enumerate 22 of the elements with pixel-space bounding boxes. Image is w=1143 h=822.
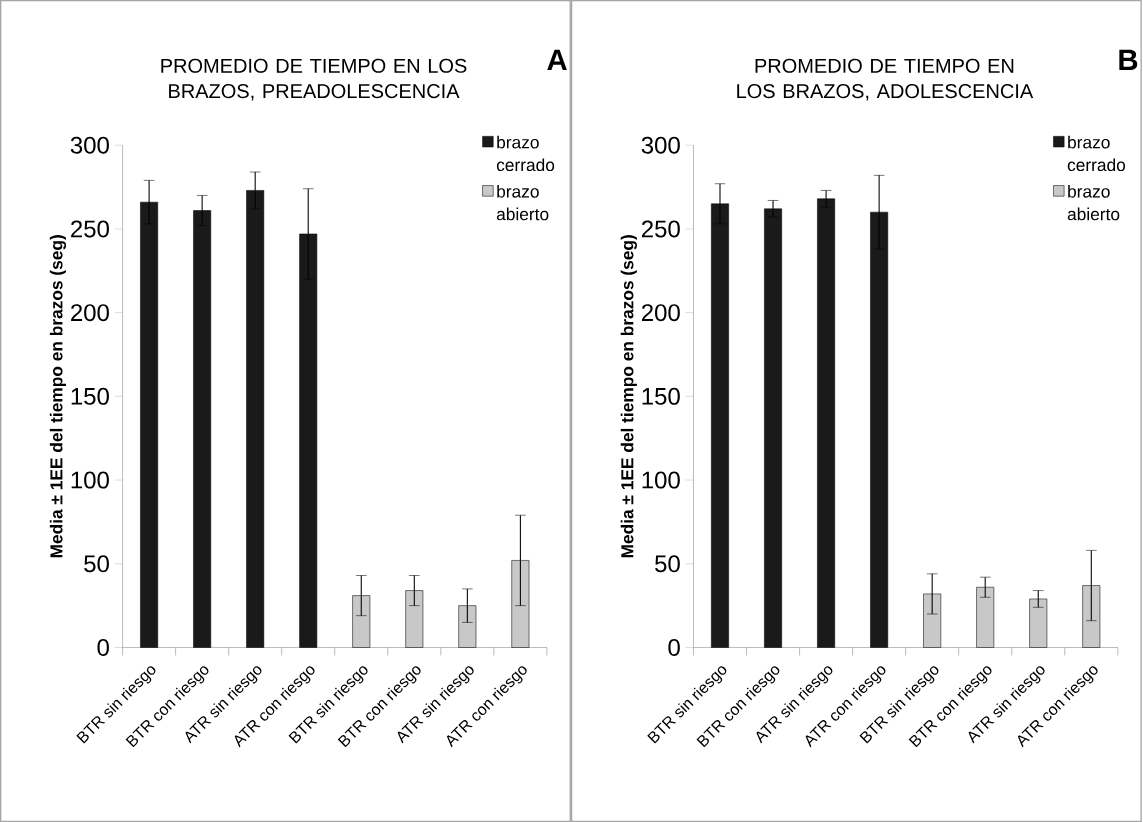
y-tick-label: 0 <box>668 638 680 656</box>
text: A <box>547 49 567 70</box>
y-tick-label: 300 <box>641 136 680 154</box>
y-tick-label: 0 <box>97 638 109 656</box>
y-tick-label: 150 <box>71 387 109 405</box>
y-tick-label: 200 <box>71 304 109 322</box>
chart-title: PROMEDIO DE TIEMPO EN LOS BRAZOS, ADOLESCENCIA <box>737 58 1034 101</box>
legend-label: brazo abierto <box>1067 184 1120 221</box>
y-tick-label: 250 <box>71 220 109 238</box>
chart-title: PROMEDIO DE TIEMPO EN LOS BRAZOS, PREADOLESCENCIA <box>161 58 467 101</box>
y-tick-label: 100 <box>71 471 109 489</box>
y-tick-label: 50 <box>84 555 109 573</box>
legend-label: brazo abierto <box>496 184 549 221</box>
y-tick-label: 150 <box>642 387 680 405</box>
y-tick-label: 200 <box>641 304 680 322</box>
text: B <box>1119 49 1138 70</box>
y-axis-title: Media ± 1EE del tiempo en brazos (seg) <box>49 235 67 558</box>
y-axis-title: Media ± 1EE del tiempo en brazos (seg) <box>620 235 637 558</box>
y-tick-label: 250 <box>641 220 680 238</box>
y-tick-label: 300 <box>70 136 109 154</box>
y-tick-label: 100 <box>642 471 680 489</box>
y-tick-label: 50 <box>655 555 680 573</box>
